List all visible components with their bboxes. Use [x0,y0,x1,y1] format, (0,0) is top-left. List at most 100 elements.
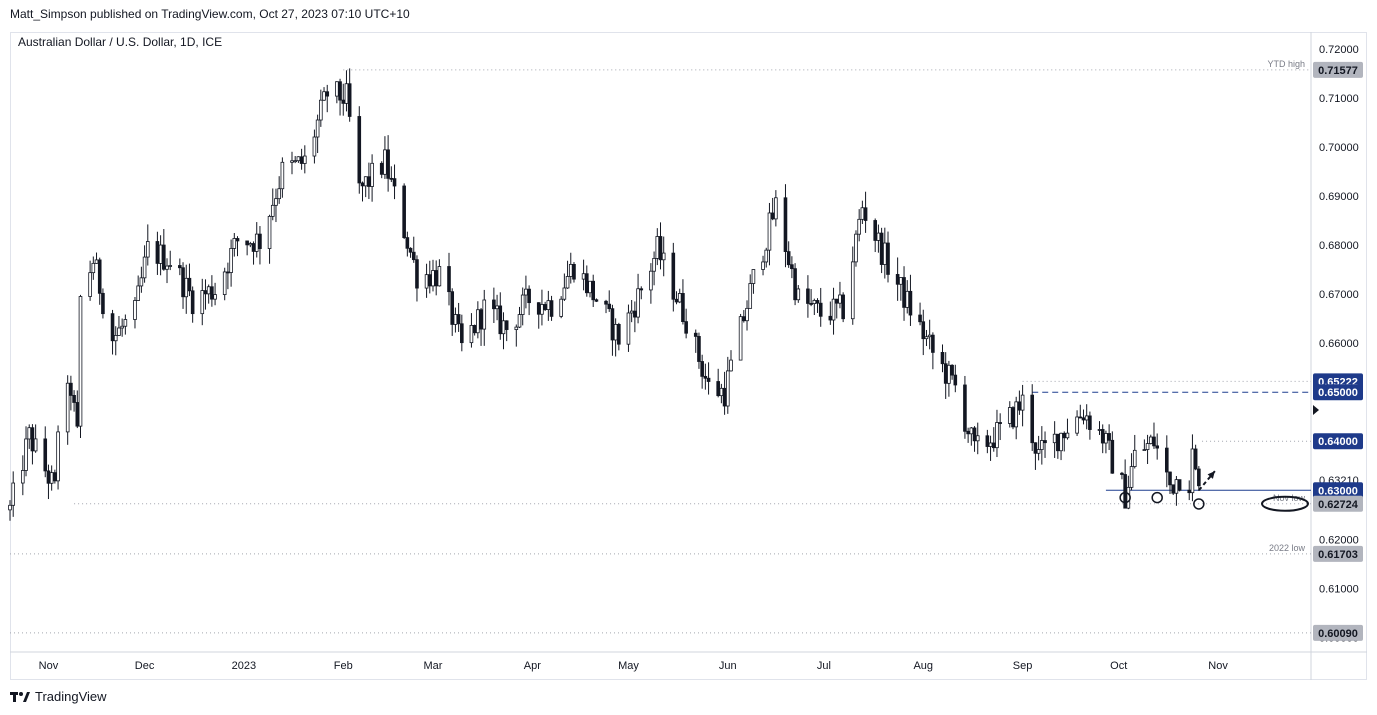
candle-body [774,197,778,220]
candle-body [456,314,461,325]
candle-body [786,251,791,266]
candle-body [674,298,679,303]
candle-body [783,197,788,252]
y-tick-label: 0.71000 [1319,93,1359,105]
candle-body [434,270,438,287]
candle-body [828,315,833,321]
candle-body [767,212,772,251]
candle-body [565,276,570,289]
candle-body [991,442,996,449]
level-label: YTD high [1267,59,1305,69]
chart-title: Australian Dollar / U.S. Dollar, 1D, ICE [18,35,222,49]
candle-body [11,482,16,506]
candle-body [46,470,51,484]
candle-body [469,325,474,344]
candle-body [1014,401,1018,428]
candle-body [706,377,711,382]
candle-body [895,274,900,285]
candle-body [476,309,480,334]
scroll-right-icon[interactable] [1313,405,1319,415]
candle-body [229,248,233,273]
candle-body [203,290,208,295]
candle-body [790,264,794,270]
candle-body [636,288,640,318]
candle-body [806,288,810,304]
candle-body [190,290,195,315]
candle-body [226,271,230,274]
x-tick-label: May [618,660,639,672]
candle-body [966,430,970,435]
candle-body [953,374,958,386]
candle-body [546,300,551,310]
candle-body [613,323,618,341]
candle-body [1030,394,1035,444]
candle-body [536,302,541,315]
candle-body [495,305,499,310]
x-tick-label: 2023 [232,660,256,672]
candle-body [873,220,877,241]
candle-body [72,395,76,403]
candle-body [319,99,323,121]
candle-body [392,178,397,187]
candle-body [995,422,999,449]
candle-body [931,334,935,353]
candle-body [280,161,285,190]
candle-body [940,352,945,365]
candle-body [748,283,753,309]
candle-body [415,259,419,289]
low-marker-circle [1193,498,1205,510]
candle-body [568,263,573,277]
x-tick-label: Jul [817,660,831,672]
candle-body [793,268,797,301]
candle-body [341,99,346,104]
candle-body [136,285,140,301]
candle-body [1081,417,1086,421]
candle-body [501,320,506,335]
candle-body [187,277,192,292]
price-label-text: 0.65000 [1318,387,1358,399]
candle-body [943,363,948,384]
candle-body [498,305,503,335]
y-tick-label: 0.67000 [1319,289,1359,301]
candle-body [972,427,977,442]
candle-body [1132,449,1137,467]
candle-body [113,335,118,342]
candle-body [1168,471,1172,486]
candle-body [671,252,676,300]
candle-body [681,293,685,323]
chart-frame[interactable] [10,32,1367,680]
candle-body [1197,468,1201,487]
candle-body [248,243,253,246]
candle-body [1052,433,1057,444]
price-label-box [1313,482,1363,499]
candle-body [751,269,756,284]
candle-body [626,312,631,345]
candle-body [514,326,519,330]
candle-body [222,271,227,295]
candle-body [145,241,150,258]
x-tick-label: Feb [334,660,353,672]
candle-body [886,242,890,275]
price-label-box [1313,384,1363,401]
candle-body [1174,479,1179,494]
candle-body [809,303,813,305]
candle-body [235,238,240,242]
candle-body [303,155,307,164]
candle-body [245,240,249,246]
candle-body [1020,394,1025,411]
candle-body [43,438,48,472]
price-chart[interactable]: Australian Dollar / U.S. Dollar, 1D, ICE… [0,0,1377,690]
time-axis[interactable]: Nov Dec 2023 Feb Mar Apr May Jun Jul Aug Sep Oct Nov [39,660,1229,672]
tradingview-logo[interactable]: TradingView [10,689,107,704]
candle-body [162,244,166,270]
candle-body [649,270,653,291]
candle-body [492,299,496,310]
low-marker-circle [1119,491,1131,504]
candle-body [274,198,278,206]
candle-body [389,177,394,180]
candle-body [49,472,54,484]
candle-body [988,442,993,447]
candle-body [8,504,12,511]
candle-body [729,359,733,372]
